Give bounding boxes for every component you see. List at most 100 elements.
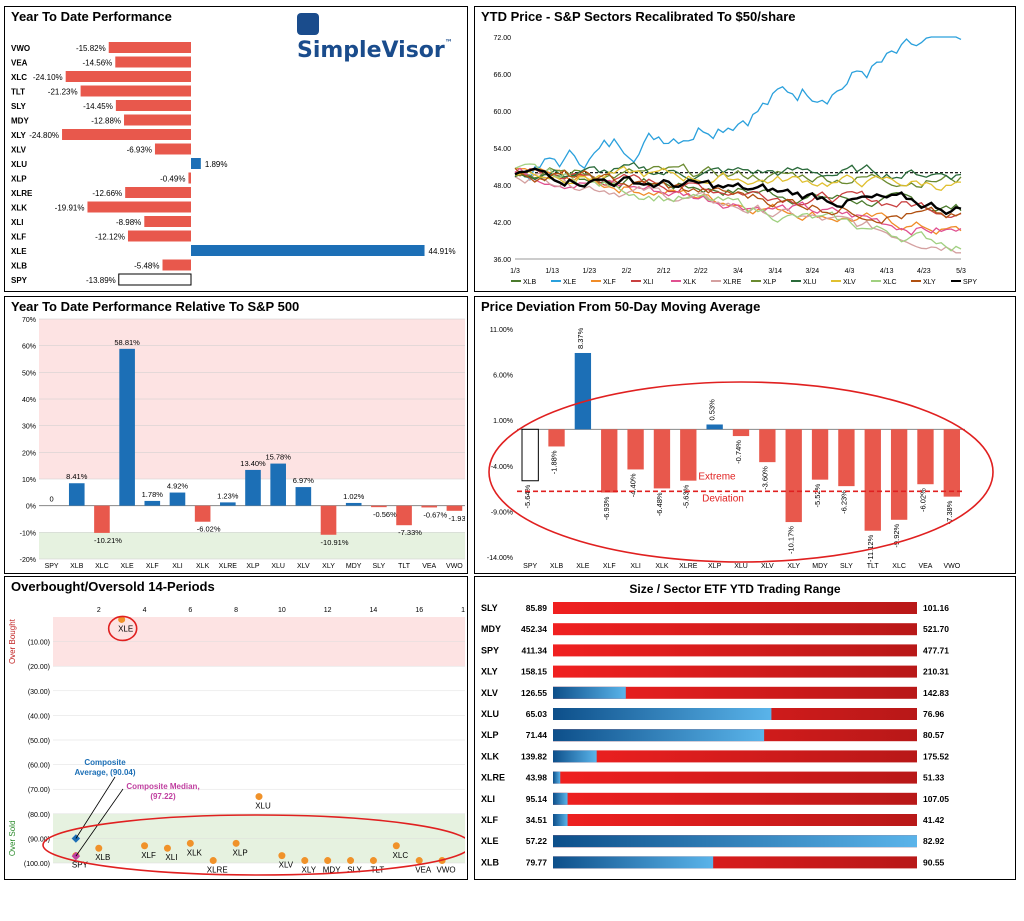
obos-overbought-label: Over Bought xyxy=(8,618,17,664)
price-xtick: 1/13 xyxy=(545,268,559,275)
rel-bar-XLB xyxy=(68,483,85,506)
dev-value-XLRE: -5.63% xyxy=(681,484,690,508)
price-ytick: 42.00 xyxy=(493,220,511,227)
rel-bar-XLV xyxy=(295,487,312,506)
dev-bar-MDY xyxy=(811,429,829,480)
rel-ytick: 0% xyxy=(26,504,36,511)
dev-value-VEA: -6.02% xyxy=(918,488,927,512)
dev-bar-TLT xyxy=(864,429,881,531)
rel-value-TLT: -7.33% xyxy=(398,528,422,537)
rel-ticker-VEA: VEA xyxy=(422,563,436,570)
range-low-XLE: 57.22 xyxy=(526,836,548,846)
range-bar-SLY xyxy=(553,602,917,614)
dev-ticker-XLY: XLY xyxy=(787,563,800,570)
shield-icon xyxy=(297,13,319,35)
obos-label-XLU: XLU xyxy=(255,802,271,811)
price-legend-XLF: XLF xyxy=(603,279,616,286)
price-legend-XLP: XLP xyxy=(763,279,777,286)
rel-ytick: 50% xyxy=(22,370,36,377)
ytd-ticker-XLV: XLV xyxy=(11,146,27,155)
price-xtick: 4/3 xyxy=(845,268,855,275)
ytd-value-VWO: -15.82% xyxy=(76,44,106,53)
obos-ytick: (30.00) xyxy=(28,689,50,696)
obos-label-XLC: XLC xyxy=(393,851,409,860)
ytd-ticker-XLI: XLI xyxy=(11,218,23,227)
dev-value-VWO: -7.38% xyxy=(945,500,954,524)
obos-ytick: (10.00) xyxy=(28,640,50,647)
obos-label-XLV: XLV xyxy=(279,861,294,870)
range-ticker-XLY: XLY xyxy=(481,667,498,677)
range-ticker-XLRE: XLRE xyxy=(481,773,505,783)
dev-value-XLI: -4.40% xyxy=(629,473,638,497)
rel-bar-SLY xyxy=(371,505,387,508)
rel-value-VWO: -1.93% xyxy=(449,514,465,523)
obos-ytick: (40.00) xyxy=(28,713,50,720)
logo-text: SimpleVisor xyxy=(297,38,445,63)
dev-bar-XLE xyxy=(574,352,592,430)
dev-value-XLF: -6.93% xyxy=(602,496,611,520)
ytd-value-MDY: -12.88% xyxy=(91,117,121,126)
price-xtick: 1/3 xyxy=(510,268,520,275)
rel-ticker-XLK: XLK xyxy=(196,563,210,570)
rel-ytick: 40% xyxy=(22,397,36,404)
rel-title: Year To Date Performance Relative To S&P… xyxy=(11,299,300,314)
ytd-value-SLY: -14.45% xyxy=(83,102,113,111)
ytd-ticker-TLT: TLT xyxy=(11,88,25,97)
price-title: YTD Price - S&P Sectors Recalibrated To … xyxy=(481,9,796,24)
dev-bar-SLY xyxy=(838,429,855,487)
rel-ticker-XLU: XLU xyxy=(271,563,285,570)
dev-value-XLE: 8.37% xyxy=(576,327,585,349)
range-high-XLE: 82.92 xyxy=(923,836,945,846)
dev-bar-XLB xyxy=(548,429,565,447)
range-fill-XLRE xyxy=(553,771,561,784)
rel-bar-VEA xyxy=(421,505,438,508)
price-line-XLE xyxy=(514,36,962,182)
dev-ticker-VEA: VEA xyxy=(918,563,932,570)
ytd-value-XLI: -8.98% xyxy=(116,218,141,227)
range-high-XLP: 80.57 xyxy=(923,730,945,740)
price-xtick: 3/4 xyxy=(733,268,743,275)
rel-ticker-MDY: MDY xyxy=(346,563,362,570)
range-high-XLRE: 51.33 xyxy=(923,773,945,783)
price-legend-XLV: XLV xyxy=(843,279,856,286)
ytd-value-XLY: -24.80% xyxy=(29,131,59,140)
rel-ytick: -10% xyxy=(20,530,36,537)
ytd-bar-XLF xyxy=(127,230,191,242)
obos-xtick: 18 xyxy=(461,607,465,614)
range-ticker-XLF: XLF xyxy=(481,815,499,825)
range-bar-XLI xyxy=(553,792,917,805)
rel-ticker-XLB: XLB xyxy=(70,563,84,570)
dev-ticker-XLI: XLI xyxy=(630,563,641,570)
range-high-XLV: 142.83 xyxy=(923,688,949,698)
rel-value-XLU: 15.78% xyxy=(265,453,291,462)
obos-ytick: (80.00) xyxy=(28,812,50,819)
range-low-XLU: 65.03 xyxy=(526,709,548,719)
obos-label-XLY: XLY xyxy=(302,866,317,875)
ytd-bar-VEA xyxy=(115,56,191,68)
dev-bar-XLY xyxy=(785,429,802,523)
obos-label-XLB: XLB xyxy=(95,853,110,862)
range-fill-XLE xyxy=(553,835,917,848)
dev-value-XLK: -6.48% xyxy=(655,492,664,516)
rel-bar-XLF xyxy=(144,500,161,506)
obos-ytick: (100.00) xyxy=(24,861,50,868)
price-line-XLV xyxy=(514,165,961,192)
obos-point-XLY xyxy=(301,857,309,865)
range-high-SLY: 101.16 xyxy=(923,603,949,613)
range-bar-XLRE xyxy=(553,771,917,784)
ytd-price-panel: YTD Price - S&P Sectors Recalibrated To … xyxy=(474,6,1016,292)
dev-ticker-XLRE: XLRE xyxy=(679,563,698,570)
rel-ticker-XLY: XLY xyxy=(322,563,335,570)
dev-bar-VWO xyxy=(943,429,960,497)
obos-point-VEA xyxy=(415,857,423,865)
simplevisor-logo: SimpleVisor™ xyxy=(297,13,467,63)
range-low-XLY: 158.15 xyxy=(521,667,547,677)
dev-bar-XLC xyxy=(890,429,908,520)
obos-oversold-ellipse xyxy=(42,814,465,876)
ytd-bar-XLC xyxy=(65,71,191,82)
ytd-ticker-XLK: XLK xyxy=(11,204,27,213)
ytd-ticker-VWO: VWO xyxy=(11,44,30,53)
price-legend-XLC: XLC xyxy=(883,279,897,286)
dev-bar-XLRE xyxy=(680,429,697,481)
dev-ticker-XLK: XLK xyxy=(655,563,669,570)
